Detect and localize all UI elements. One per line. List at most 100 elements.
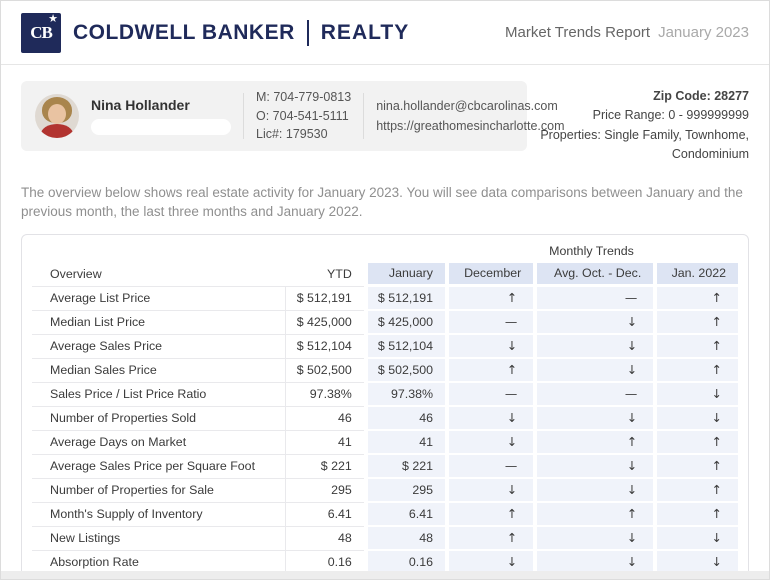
ytd-value: $ 425,000 — [286, 311, 364, 335]
ytd-value: 41 — [286, 431, 364, 455]
january-value: 97.38% — [363, 382, 445, 407]
agent-contact-numbers: M: 704-779-0813 O: 704-541-5111 Lic#: 17… — [256, 88, 351, 144]
agent-identity: Nina Hollander — [91, 97, 231, 135]
table-row: Median Sales Price $ 502,500 $ 502,500 ↑ ↓ ↑ — [32, 358, 738, 383]
report-period: January 2023 — [658, 24, 749, 41]
ytd-value: $ 502,500 — [286, 359, 364, 383]
report-criteria: Zip Code: 28277 Price Range: 0 - 9999999… — [527, 81, 749, 165]
avg-oct-dec-trend-down-icon: ↓ — [533, 526, 654, 551]
monthly-trends-group-header: Monthly Trends — [549, 243, 634, 258]
jan-2022-trend-up-icon: ↑ — [653, 430, 738, 455]
december-trend-up-icon: ↑ — [445, 358, 534, 383]
brand-name: COLDWELL BANKER — [73, 20, 295, 44]
cb-monogram: CB — [30, 22, 53, 42]
december-trend-down-icon: ↓ — [445, 406, 534, 431]
trends-table-body: Average List Price $ 512,191 $ 512,191 ↑ — ↑ M… — [32, 286, 738, 575]
brand-divider — [306, 19, 309, 46]
december-trend-down-icon: ↓ — [445, 334, 534, 359]
divider — [363, 93, 365, 139]
ytd-value: $ 512,104 — [286, 335, 364, 359]
january-value: 6.41 — [363, 502, 445, 527]
december-trend-down-icon: ↓ — [445, 430, 534, 455]
property-types: Properties: Single Family, Townhome, Con… — [540, 127, 749, 162]
group-header-spacer — [32, 239, 445, 263]
december-trend-flat-icon: — — [445, 454, 534, 479]
agent-name: Nina Hollander — [91, 97, 190, 113]
jan-2022-trend-up-icon: ↑ — [653, 358, 738, 383]
table-row: Average Sales Price $ 512,104 $ 512,104 ↓ ↓ ↑ — [32, 334, 738, 359]
table-row: Average List Price $ 512,191 $ 512,191 ↑ — ↑ — [32, 286, 738, 311]
table-row: Sales Price / List Price Ratio 97.38% 97.3… — [32, 382, 738, 407]
table-row: Absorption Rate 0.16 0.16 ↓ ↓ ↓ — [32, 550, 738, 575]
trends-table: Monthly Trends Overview YTD January Dece… — [32, 239, 738, 575]
agent-photo — [35, 94, 79, 138]
row-label: Average Days on Market — [32, 430, 287, 455]
report-title: Market Trends Report — [505, 24, 651, 41]
ytd-value: 97.38% — [286, 383, 364, 407]
avg-oct-dec-trend-up-icon: ↑ — [533, 430, 654, 455]
brand-division: REALTY — [320, 20, 410, 44]
report-title-block: Market Trends Report January 2023 — [505, 24, 749, 41]
january-value: $ 221 — [363, 454, 445, 479]
table-row: Month's Supply of Inventory 6.41 6.41 ↑ ↑ ↑ — [32, 502, 738, 527]
table-row: Number of Properties Sold 46 46 ↓ ↓ ↓ — [32, 406, 738, 431]
column-header-december: December — [445, 262, 534, 287]
january-value: $ 502,500 — [363, 358, 445, 383]
jan-2022-trend-down-icon: ↓ — [653, 526, 738, 551]
ytd-value: 48 — [286, 527, 364, 551]
group-header-row: Monthly Trends — [32, 239, 738, 263]
column-header-avg-oct-dec: Avg. Oct. - Dec. — [533, 262, 654, 287]
january-value: 46 — [363, 406, 445, 431]
column-header-jan-2022: Jan. 2022 — [653, 262, 738, 287]
ytd-value: 6.41 — [286, 503, 364, 527]
december-trend-up-icon: ↑ — [445, 526, 534, 551]
row-label: Average Sales Price — [32, 334, 287, 359]
row-label: Number of Properties for Sale — [32, 478, 287, 503]
agent-strip: Nina Hollander M: 704-779-0813 O: 704-54… — [21, 81, 749, 165]
table-row: Number of Properties for Sale 295 295 ↓ ↓ ↑ — [32, 478, 738, 503]
table-row: Average Sales Price per Square Foot $ 221… — [32, 454, 738, 479]
jan-2022-trend-up-icon: ↑ — [653, 478, 738, 503]
row-label: Sales Price / List Price Ratio — [32, 382, 287, 407]
table-row: Average Days on Market 41 41 ↓ ↑ ↑ — [32, 430, 738, 455]
jan-2022-trend-up-icon: ↑ — [653, 502, 738, 527]
agent-website-link[interactable]: https://greathomesincharlotte.com — [376, 119, 565, 133]
avg-oct-dec-trend-flat-icon: — — [533, 286, 654, 311]
price-range: Price Range: 0 - 999999999 — [592, 108, 749, 123]
ytd-value: $ 512,191 — [286, 287, 364, 311]
avg-oct-dec-trend-down-icon: ↓ — [533, 334, 654, 359]
ytd-value: $ 221 — [286, 455, 364, 479]
avg-oct-dec-trend-down-icon: ↓ — [533, 454, 654, 479]
zip-code: Zip Code: 28277 — [653, 89, 749, 103]
divider — [243, 93, 244, 139]
coldwell-banker-logo: CB ★ COLDWELL BANKER REALTY — [21, 12, 410, 53]
row-label: Number of Properties Sold — [32, 406, 287, 431]
avg-oct-dec-trend-down-icon: ↓ — [533, 310, 654, 335]
ytd-value: 295 — [286, 479, 364, 503]
column-header-ytd: YTD — [286, 263, 364, 287]
agent-license: Lic#: 179530 — [256, 127, 328, 142]
avg-oct-dec-trend-down-icon: ↓ — [533, 406, 654, 431]
trends-table-card: Monthly Trends Overview YTD January Dece… — [21, 233, 749, 579]
row-label: Average List Price — [32, 286, 287, 311]
january-value: 295 — [363, 478, 445, 503]
december-trend-up-icon: ↑ — [445, 286, 534, 311]
jan-2022-trend-down-icon: ↓ — [653, 406, 738, 431]
agent-links: nina.hollander@cbcarolinas.com https://g… — [376, 96, 564, 136]
avg-oct-dec-trend-down-icon: ↓ — [533, 358, 654, 383]
agent-office: O: 704-541-5111 — [256, 108, 349, 123]
january-value: 48 — [363, 526, 445, 551]
agent-email-link[interactable]: nina.hollander@cbcarolinas.com — [376, 99, 558, 113]
jan-2022-trend-up-icon: ↑ — [653, 334, 738, 359]
avg-oct-dec-trend-up-icon: ↑ — [533, 502, 654, 527]
row-label: Month's Supply of Inventory — [32, 502, 287, 527]
agent-mobile: M: 704-779-0813 — [256, 89, 352, 104]
overview-description: The overview below shows real estate act… — [21, 184, 743, 220]
row-label: Median List Price — [32, 310, 287, 335]
row-label: Median Sales Price — [32, 358, 287, 383]
january-value: 0.16 — [363, 550, 445, 575]
table-row: New Listings 48 48 ↑ ↓ ↓ — [32, 526, 738, 551]
column-header-overview: Overview — [32, 263, 287, 287]
jan-2022-trend-down-icon: ↓ — [653, 382, 738, 407]
